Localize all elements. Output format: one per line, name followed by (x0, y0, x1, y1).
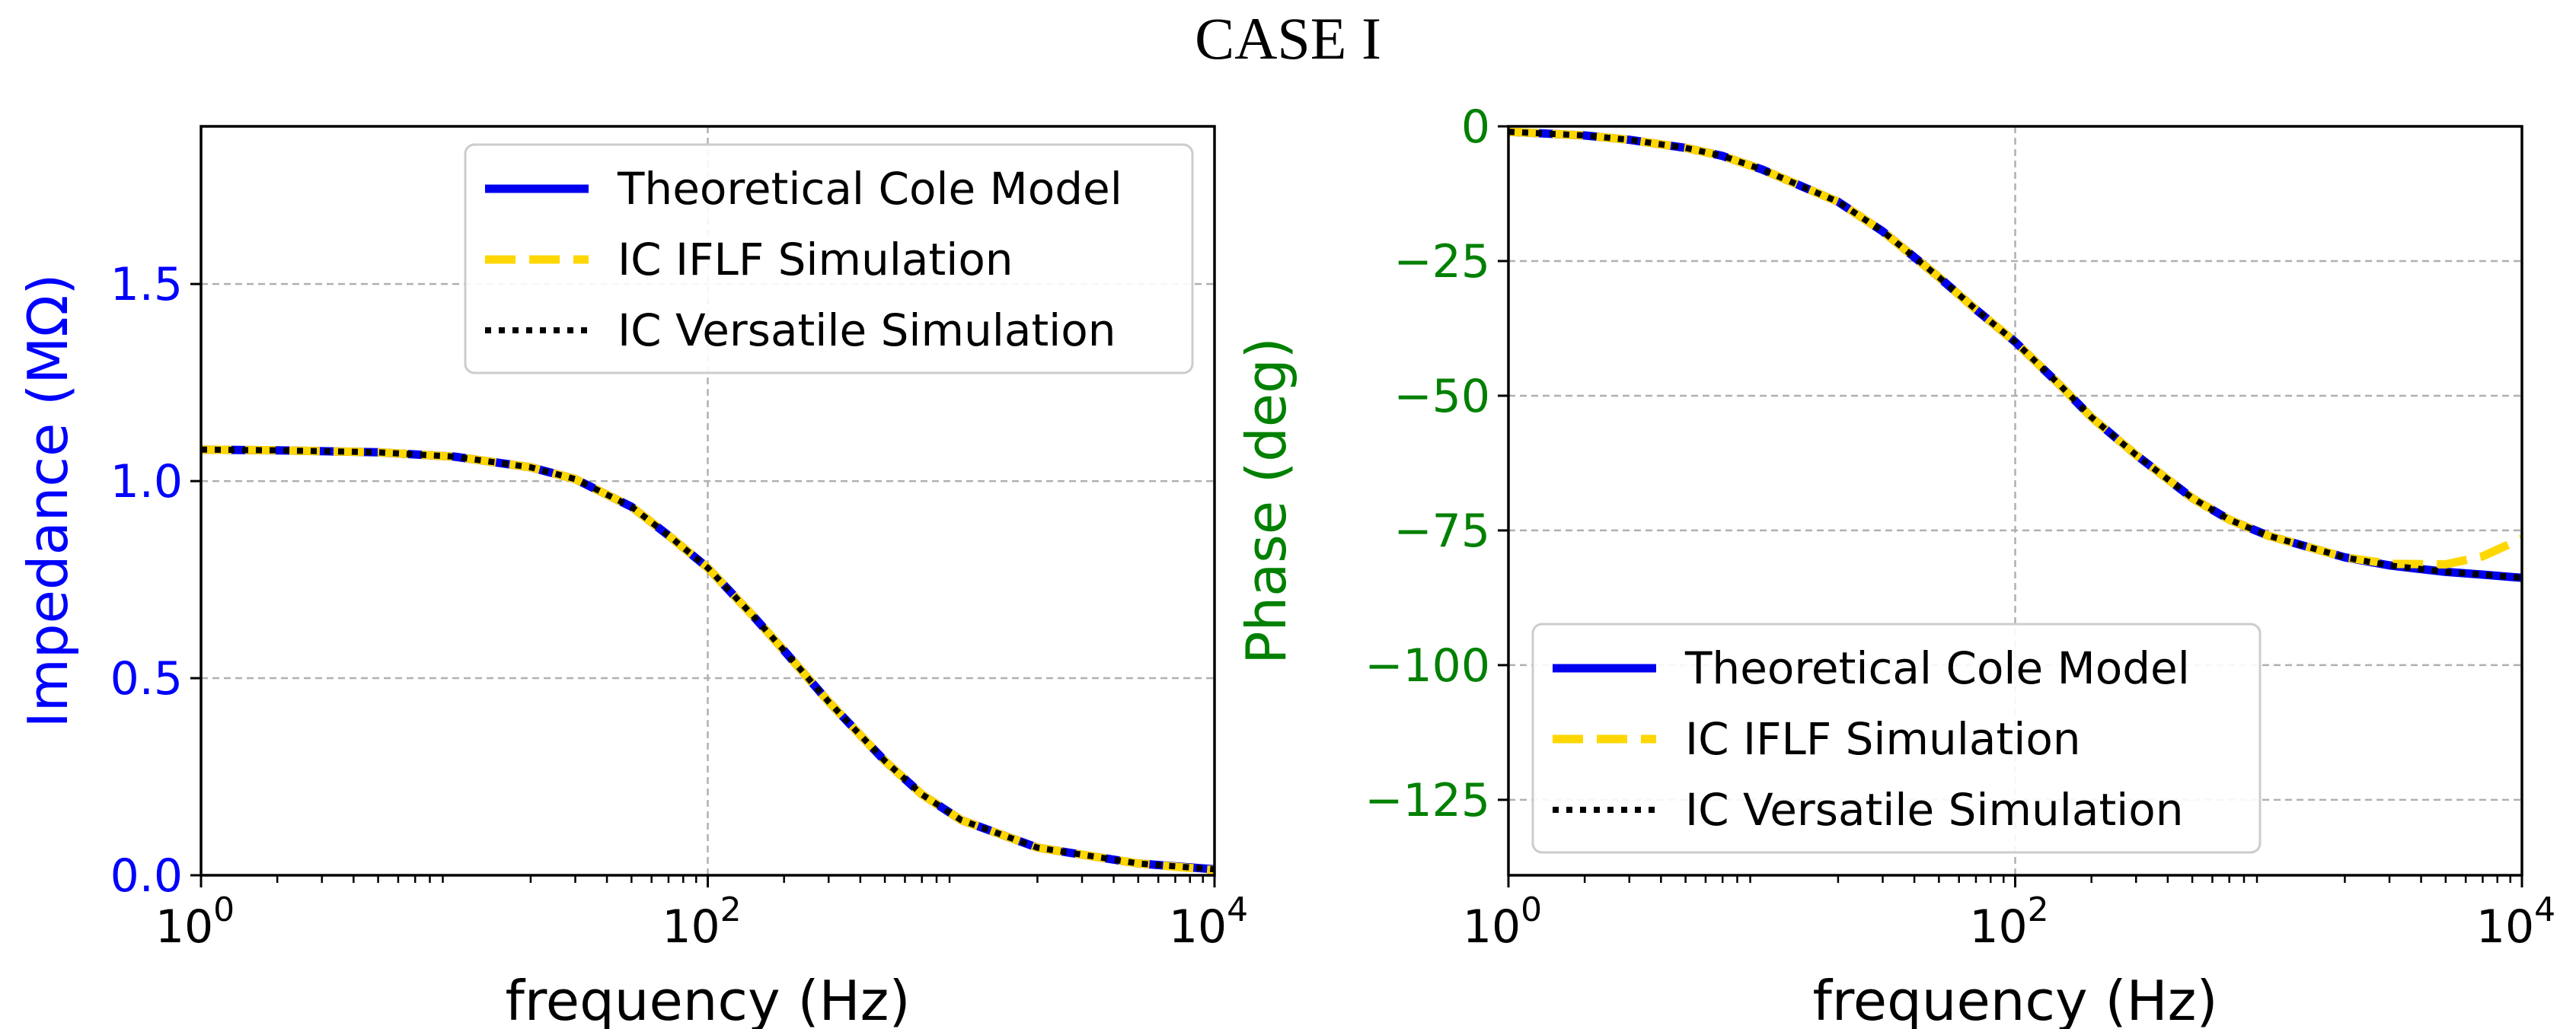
y-tick-label: −125 (1365, 774, 1490, 827)
series-line-dashed (201, 445, 1215, 874)
legend-label: Theoretical Cole Model (1684, 642, 2190, 694)
legend-label: IC IFLF Simulation (1685, 713, 2081, 765)
y-tick-label: −100 (1365, 639, 1490, 693)
y-tick-label: −50 (1393, 370, 1490, 423)
y-tick-label: 1.5 (110, 258, 183, 311)
y-axis-label: Impedance (MΩ) (16, 274, 80, 728)
y-axis-label: Phase (deg) (1234, 337, 1298, 664)
legend-label: Theoretical Cole Model (617, 163, 1122, 215)
y-tick-label: −75 (1393, 505, 1490, 558)
legend: Theoretical Cole Model IC IFLF Simulation… (1531, 623, 2262, 854)
x-axis-label: frequency (Hz) (1812, 969, 2217, 1029)
legend-label: IC Versatile Simulation (618, 304, 1116, 356)
y-tick-label: 0.0 (110, 849, 183, 903)
series-line-dotted (1508, 129, 2522, 581)
chart-panel-2: 0 −25 −50 −75 −100 −125 100 102 104 frequency (Hz… (1234, 100, 2555, 1029)
x-tick-label: 102 (1969, 890, 2048, 954)
chart-panel-1: 0.0 0.5 1.0 1.5 100 102 104 frequency (Hz) Imped… (16, 125, 1248, 1029)
y-tick-label: −25 (1393, 235, 1490, 288)
series-line-dotted (201, 446, 1215, 873)
x-tick-label: 102 (662, 890, 741, 954)
legend-box (464, 143, 1194, 374)
legend-label: IC IFLF Simulation (618, 234, 1013, 285)
figure-title: CASE I (1195, 5, 1381, 72)
legend-label: IC Versatile Simulation (1685, 784, 2184, 836)
legend-box (1531, 623, 2262, 854)
x-axis-label: frequency (Hz) (505, 969, 910, 1029)
y-tick-label: 1.0 (110, 455, 183, 508)
y-tick-label: 0.5 (110, 652, 183, 706)
x-tick-label: 104 (1169, 890, 1248, 954)
x-tick-label: 100 (155, 890, 235, 954)
y-tick-label: 0 (1461, 100, 1490, 154)
legend: Theoretical Cole Model IC IFLF Simulation… (464, 143, 1194, 374)
x-tick-label: 100 (1463, 890, 1542, 954)
x-tick-label: 104 (2476, 890, 2555, 954)
